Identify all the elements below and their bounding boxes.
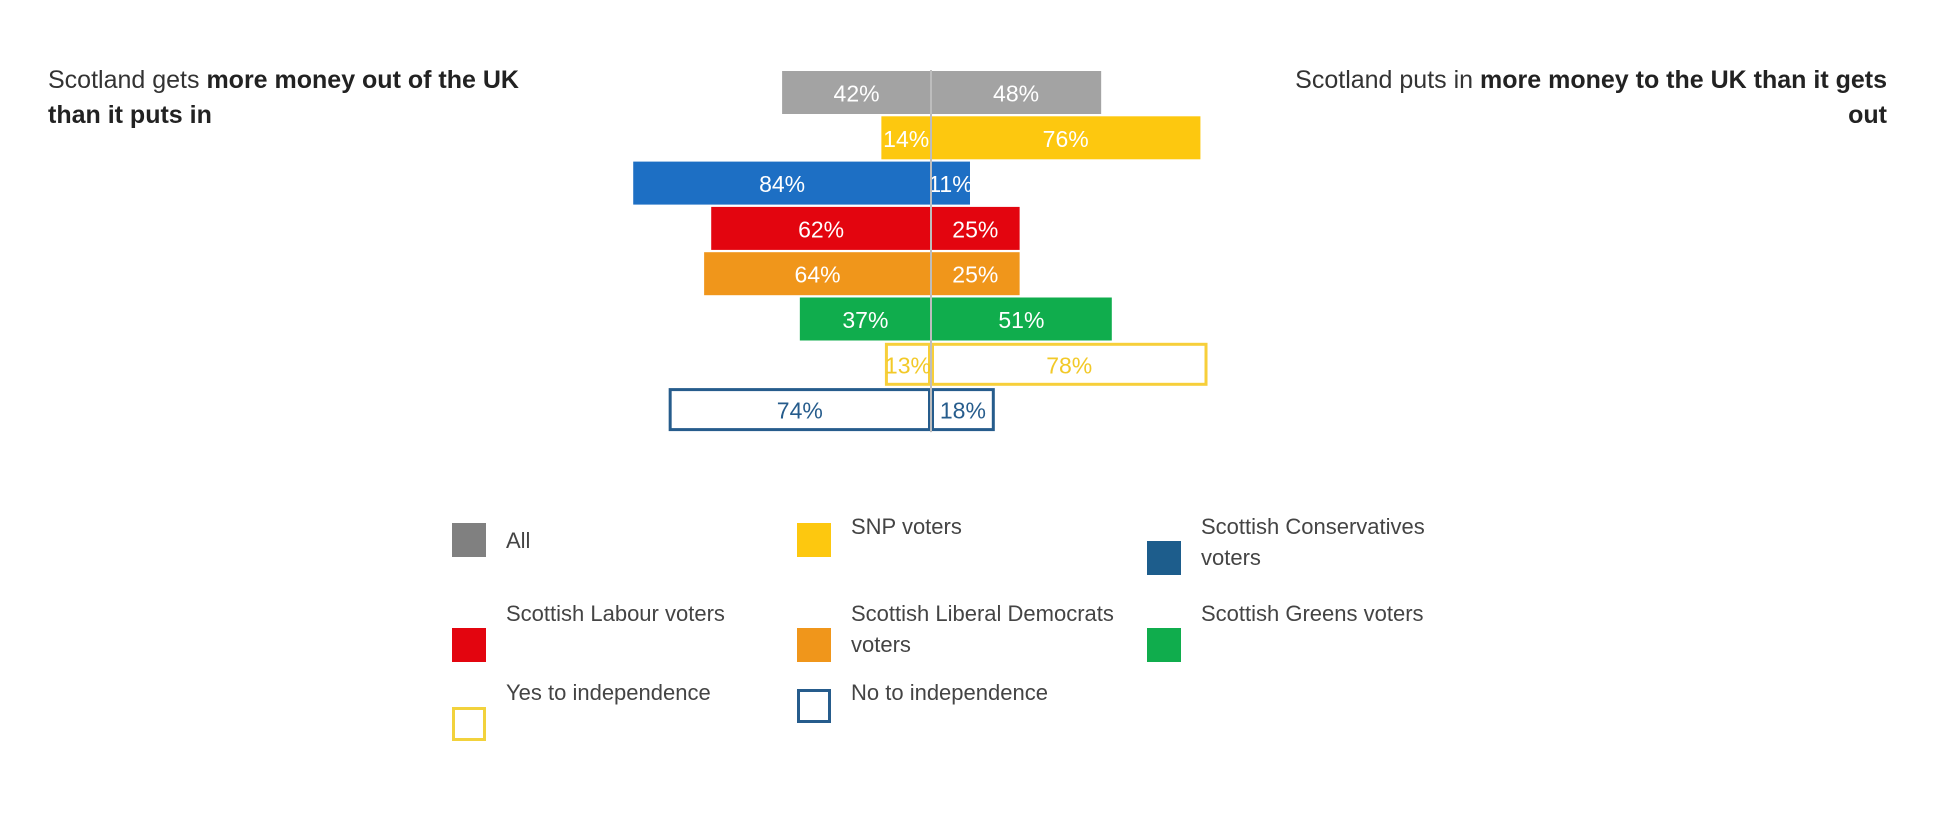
bar-left-yes-to-independence <box>884 342 931 386</box>
bar-left-scottish-conservatives-voters <box>633 161 931 205</box>
bar-left-no-to-independence <box>668 388 931 432</box>
bar-right-scottish-conservatives-voters <box>931 161 970 205</box>
legend-label: Scottish Greens voters <box>1201 601 1424 626</box>
legend-swatch <box>797 523 831 557</box>
legend-label: SNP voters <box>851 514 962 539</box>
bar-right-all <box>931 71 1102 114</box>
bar-left-scottish-greens-voters <box>799 297 931 341</box>
legend-swatch <box>797 689 831 723</box>
chart-legend: All SNP voters Scottish Conservatives vote… <box>452 514 1512 755</box>
legend-label: Scottish Conservatives voters <box>1201 514 1425 570</box>
data-label-right-scottish-conservatives-voters: 11% <box>928 171 972 197</box>
legend-swatch <box>452 628 486 662</box>
bar-right-yes-to-independence <box>931 342 1208 386</box>
data-label-left-scottish-liberal-democrats-voters: 64% <box>795 262 841 288</box>
data-label-right-scottish-labour-voters: 25% <box>952 216 998 242</box>
data-label-right-yes-to-independence: 78% <box>1046 352 1092 378</box>
data-label-left-snp-voters: 14% <box>883 126 929 152</box>
data-label-right-scottish-greens-voters: 51% <box>998 307 1044 333</box>
bar-right-scottish-liberal-democrats-voters <box>931 252 1020 296</box>
legend-label: No to independence <box>851 680 1048 705</box>
legend-swatch <box>1147 628 1181 662</box>
data-label-left-all: 42% <box>834 81 880 107</box>
left-title-bold-text: more money out of the UK than it puts in <box>48 66 519 129</box>
legend-label: Yes to independence <box>506 680 711 705</box>
legend-label: All <box>506 528 531 553</box>
data-label-right-all: 48% <box>993 81 1039 107</box>
legend-label: Scottish Labour voters <box>506 601 725 626</box>
bar-right-scottish-labour-voters <box>931 206 1020 250</box>
right-side-title: Scotland puts in more money to the UK th… <box>1267 63 1887 133</box>
bar-right-snp-voters <box>931 116 1201 160</box>
bar-left-snp-voters <box>881 116 931 160</box>
data-label-left-scottish-conservatives-voters: 84% <box>759 171 805 197</box>
bar-left-all <box>782 71 931 114</box>
legend-swatch <box>452 523 486 557</box>
data-label-left-yes-to-independence: 13% <box>885 352 931 378</box>
legend-swatch <box>797 628 831 662</box>
legend-swatch <box>452 707 486 741</box>
legend-swatch <box>1147 541 1181 575</box>
data-label-left-scottish-greens-voters: 37% <box>842 307 888 333</box>
data-label-right-no-to-independence: 18% <box>940 398 986 424</box>
left-title-plain-text: Scotland gets <box>48 66 207 94</box>
bar-left-scottish-labour-voters <box>711 206 931 250</box>
bar-right-scottish-greens-voters <box>931 297 1112 341</box>
right-title-bold-text: more money to the UK than it gets out <box>1480 66 1887 129</box>
right-title-plain-text: Scotland puts in <box>1295 66 1481 94</box>
bar-left-scottish-liberal-democrats-voters <box>704 252 931 296</box>
data-label-right-scottish-liberal-democrats-voters: 25% <box>952 262 998 288</box>
diverging-bar-chart: 42% 48% 14% 76% 84% 11% 62% 25% 64% 25% 37% 51% 13% 7… <box>633 70 1208 433</box>
bar-right-no-to-independence <box>931 388 995 432</box>
data-label-left-no-to-independence: 74% <box>777 398 823 424</box>
left-side-title: Scotland gets more money out of the UK t… <box>48 63 568 133</box>
legend-label: Scottish Liberal Democrats voters <box>851 601 1114 657</box>
data-label-right-snp-voters: 76% <box>1043 126 1089 152</box>
data-label-left-scottish-labour-voters: 62% <box>798 216 844 242</box>
